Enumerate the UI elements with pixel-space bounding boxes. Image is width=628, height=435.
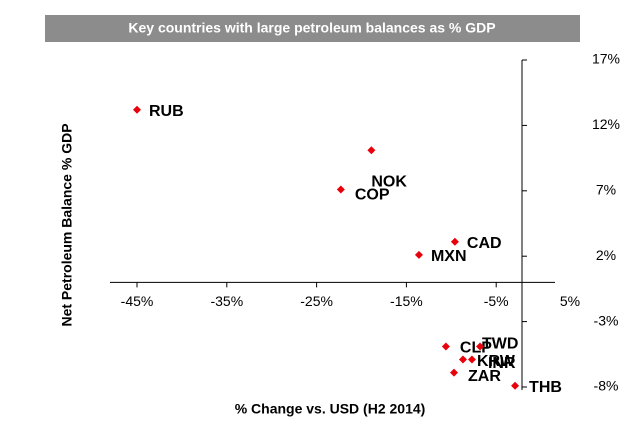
point [467,355,476,364]
y-tick-label: -3% [594,312,619,328]
point [449,368,458,377]
point-label: THB [529,379,562,396]
y-tick-label: 7% [596,182,616,198]
point [414,250,423,259]
point-label: KRW [477,353,516,370]
point [511,381,520,390]
point-label: TWD [482,336,518,353]
y-tick-label: 12% [592,116,620,132]
point [450,237,459,246]
point [367,146,376,155]
x-tick-label: -15% [390,293,423,309]
point-label: MXN [431,248,467,265]
point-label: CLP [460,340,492,357]
point [336,185,345,194]
point [458,355,467,364]
point-label: CAD [467,235,502,252]
point [441,342,450,351]
point-label: COP [355,187,390,204]
point [476,342,485,351]
y-tick-label: 2% [596,247,616,263]
x-tick-label: 5% [560,293,580,309]
x-tick-label: -25% [300,293,333,309]
point-label: INR [488,355,516,372]
y-tick-label: -8% [594,378,619,394]
x-tick-label: -45% [121,293,154,309]
title-bar [45,15,580,42]
point-label: ZAR [468,368,501,385]
chart-title: Key countries with large petroleum balan… [128,20,495,36]
y-tick-label: 17% [592,51,620,67]
x-tick-label: -5% [484,293,509,309]
x-axis-title: % Change vs. USD (H2 2014) [235,401,426,417]
point [133,105,141,114]
x-tick-label: -35% [210,293,243,309]
y-axis-title: Net Petroleum Balance % GDP [59,123,75,326]
point-label: NOK [371,173,407,190]
point-label: RUB [149,103,184,120]
